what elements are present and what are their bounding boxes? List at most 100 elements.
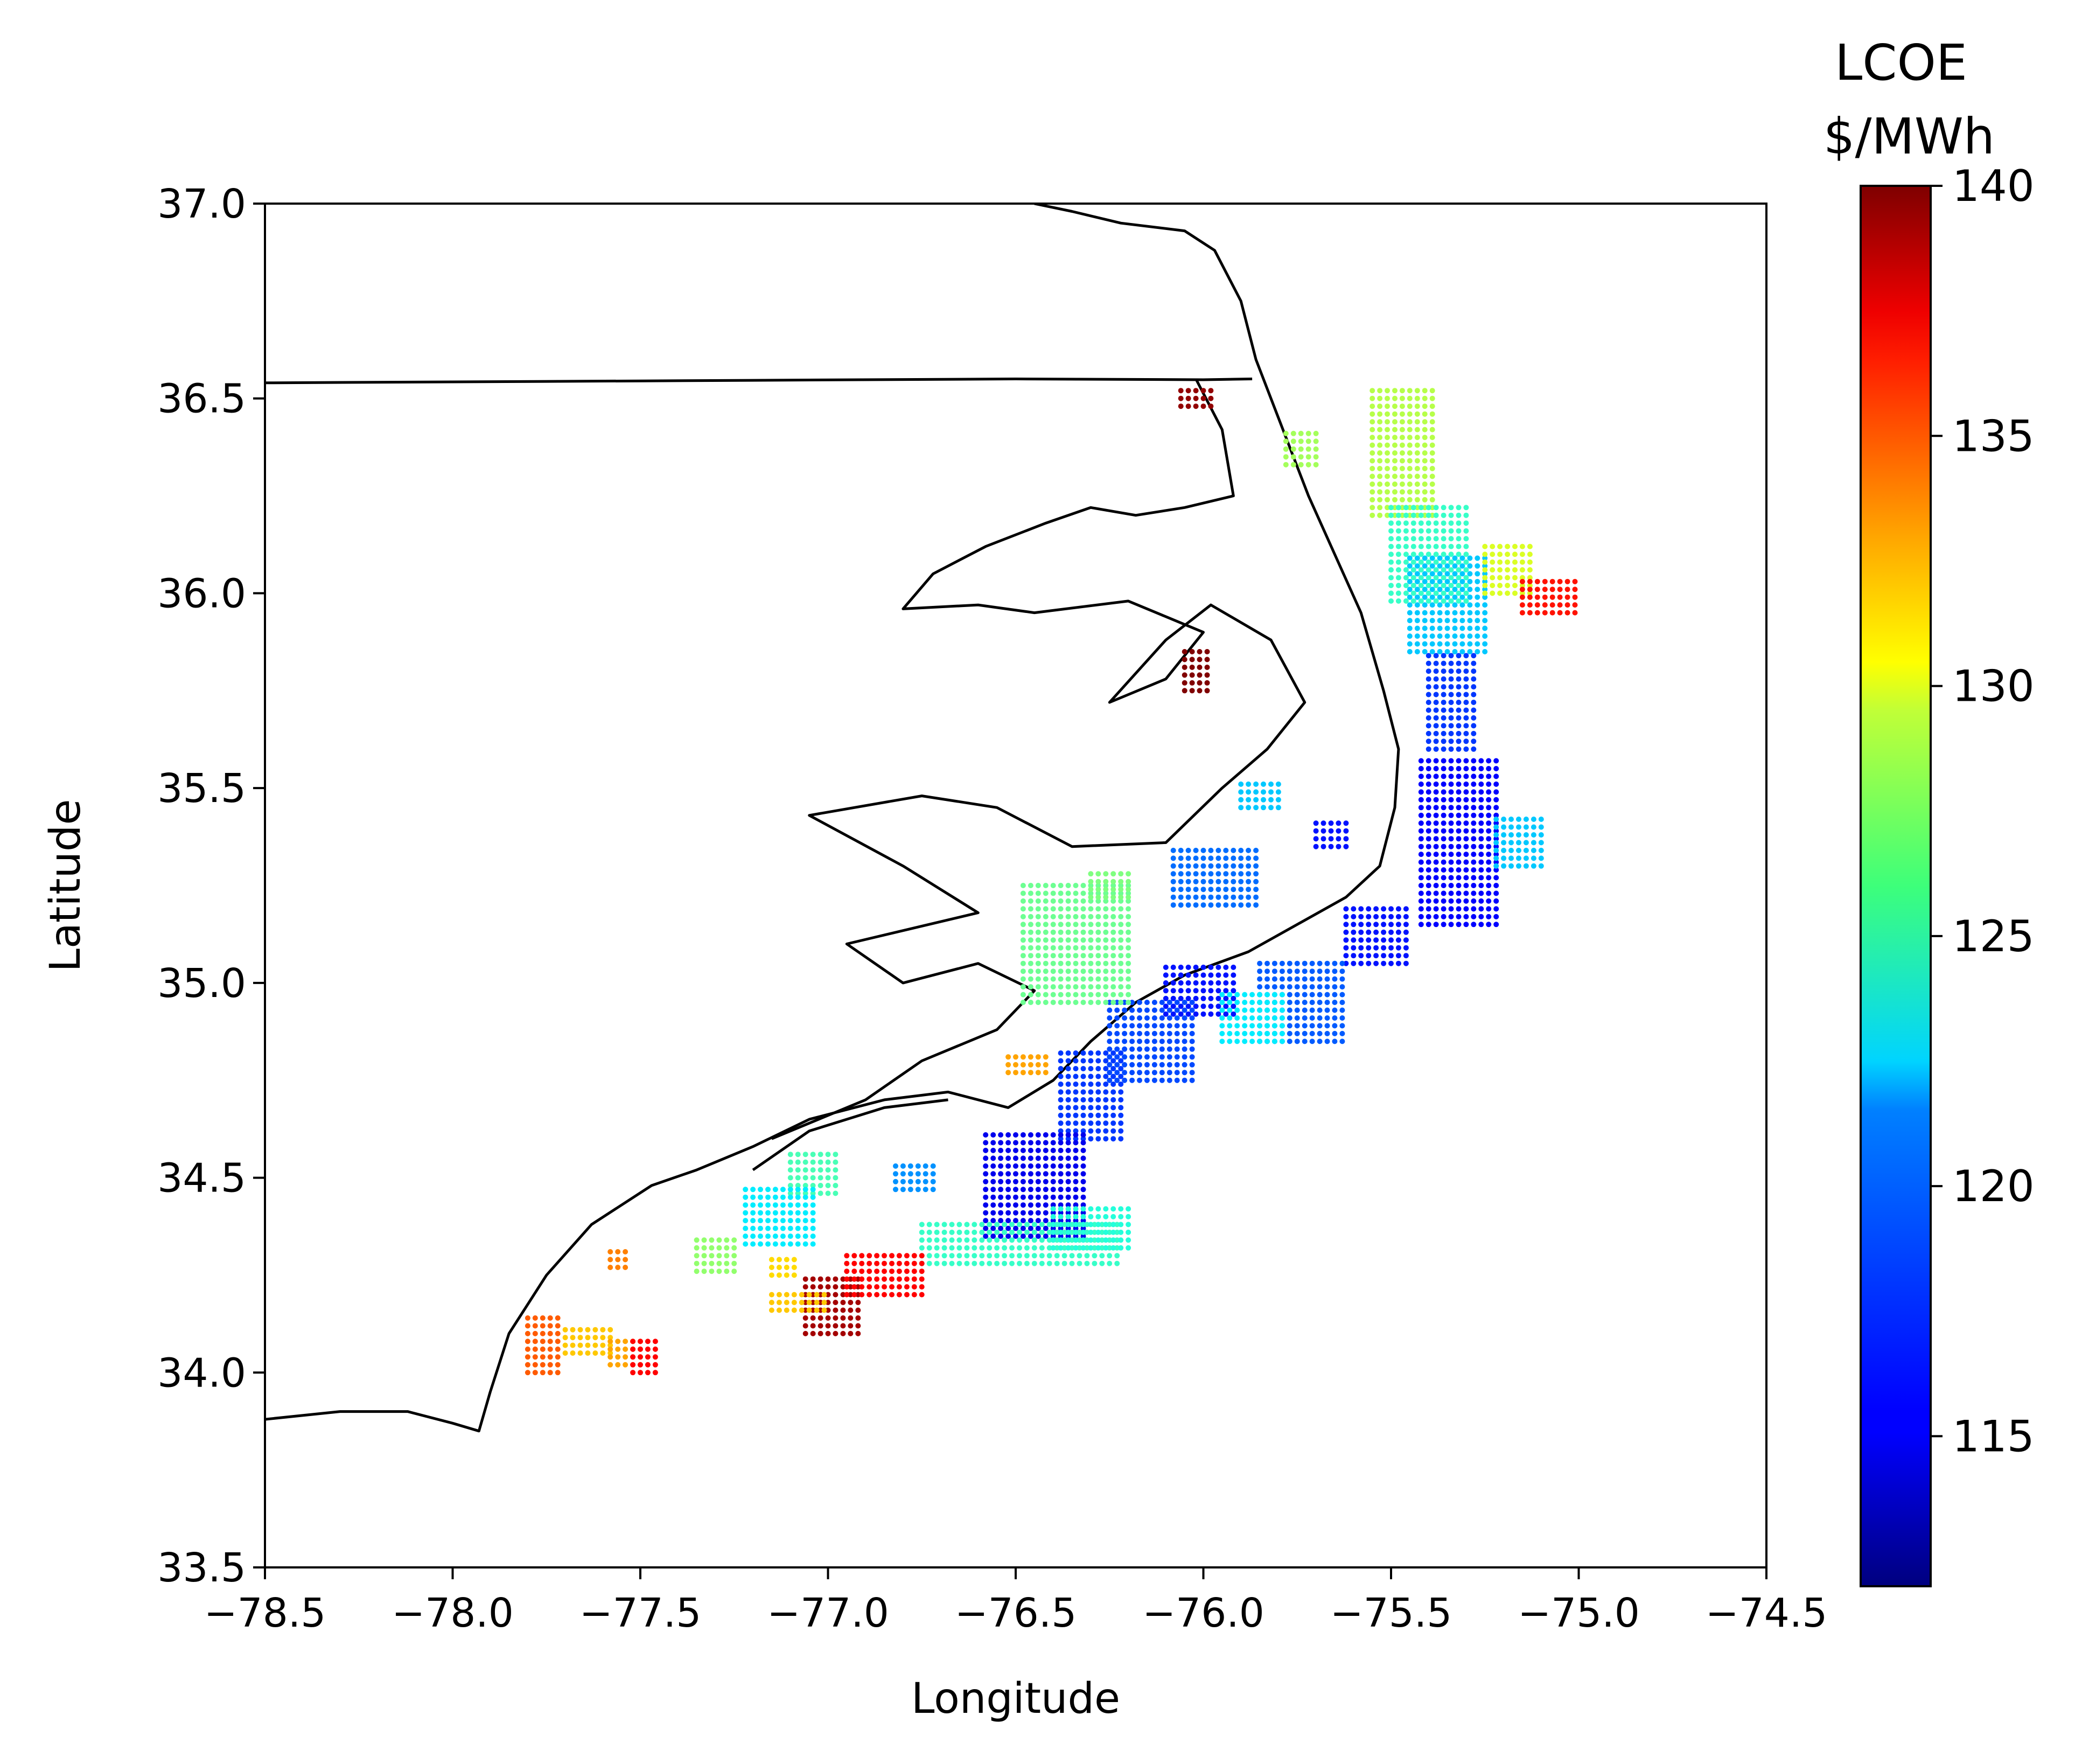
- lcoe-point: [1490, 590, 1496, 596]
- lcoe-point: [1126, 1214, 1131, 1219]
- lcoe-point: [900, 1187, 906, 1193]
- lcoe-point: [1493, 797, 1499, 803]
- lcoe-point: [1343, 828, 1349, 834]
- lcoe-point: [851, 1253, 857, 1259]
- lcoe-point: [1467, 649, 1473, 654]
- lcoe-point: [1471, 766, 1477, 771]
- lcoe-point: [1200, 902, 1206, 908]
- lcoe-point: [1017, 1245, 1022, 1251]
- lcoe-point: [784, 1257, 790, 1263]
- lcoe-point: [1073, 960, 1079, 966]
- lcoe-point: [1122, 1007, 1128, 1013]
- lcoe-point: [1238, 797, 1244, 803]
- lcoe-point: [1313, 446, 1319, 452]
- lcoe-point: [1418, 773, 1424, 779]
- lcoe-point: [1264, 1038, 1270, 1044]
- lcoe-point: [1426, 715, 1431, 721]
- lcoe-point: [1482, 571, 1488, 577]
- lcoe-point: [1122, 1070, 1128, 1076]
- lcoe-point: [1058, 1222, 1064, 1228]
- lcoe-point: [1407, 649, 1413, 654]
- lcoe-point: [1193, 972, 1199, 978]
- lcoe-point: [1189, 1054, 1195, 1060]
- lcoe-point: [859, 1276, 865, 1282]
- lcoe-point: [1065, 1229, 1071, 1235]
- lcoe-point: [1395, 914, 1401, 919]
- lcoe-point: [949, 1229, 955, 1235]
- lcoe-point: [795, 1183, 801, 1188]
- lcoe-point: [1385, 512, 1390, 518]
- lcoe-point: [1395, 536, 1401, 542]
- lcoe-point: [1050, 1206, 1056, 1212]
- lcoe-point: [802, 1183, 808, 1188]
- lcoe-point: [1065, 1218, 1071, 1224]
- lcoe-point: [1077, 1229, 1082, 1235]
- lcoe-point: [1035, 1155, 1041, 1161]
- lcoe-point: [1050, 1245, 1056, 1251]
- lcoe-point: [1493, 766, 1499, 771]
- lcoe-point: [1429, 427, 1435, 433]
- lcoe-point: [1253, 863, 1259, 869]
- lcoe-point: [810, 1225, 816, 1231]
- lcoe-point: [1073, 1206, 1079, 1212]
- lcoe-point: [787, 1241, 793, 1247]
- lcoe-point: [825, 1175, 831, 1181]
- lcoe-point: [802, 1292, 808, 1298]
- lcoe-point: [799, 1300, 805, 1306]
- lcoe-point: [1020, 929, 1026, 935]
- lcoe-point: [1238, 902, 1244, 908]
- lcoe-point: [1151, 1007, 1157, 1013]
- lcoe-point: [555, 1330, 561, 1336]
- lcoe-point: [1486, 820, 1492, 826]
- lcoe-point: [1065, 992, 1071, 998]
- lcoe-point: [1035, 937, 1041, 943]
- lcoe-point: [1073, 1179, 1079, 1184]
- lcoe-point: [983, 1132, 989, 1138]
- lcoe-point: [1185, 878, 1191, 884]
- lcoe-point: [1073, 1225, 1079, 1231]
- lcoe-point: [1505, 552, 1511, 557]
- lcoe-point: [1538, 855, 1544, 861]
- lcoe-point: [1339, 976, 1345, 982]
- lcoe-point: [1433, 812, 1439, 818]
- lcoe-point: [1437, 587, 1443, 592]
- lcoe-point: [1050, 984, 1056, 990]
- lcoe-point: [1043, 953, 1049, 959]
- lcoe-point: [1208, 988, 1214, 994]
- lcoe-point: [1077, 1260, 1082, 1266]
- lcoe-point: [780, 1241, 786, 1247]
- lcoe-point: [1058, 953, 1064, 959]
- lcoe-point: [1493, 847, 1499, 853]
- lcoe-point: [1061, 1237, 1067, 1243]
- lcoe-point: [810, 1315, 816, 1321]
- lcoe-point: [1118, 890, 1124, 896]
- lcoe-point: [1103, 960, 1109, 966]
- lcoe-point: [1144, 1007, 1150, 1013]
- lcoe-point: [1403, 505, 1409, 511]
- lcoe-point: [1493, 820, 1499, 826]
- lcoe-point: [1441, 836, 1447, 842]
- lcoe-point: [1088, 1222, 1094, 1228]
- lcoe-point: [750, 1194, 756, 1200]
- lcoe-point: [855, 1307, 861, 1313]
- lcoe-point: [795, 1152, 801, 1158]
- lcoe-point: [1095, 1073, 1101, 1079]
- lcoe-point: [1242, 1000, 1248, 1005]
- lcoe-point: [1505, 575, 1511, 581]
- lcoe-point: [1317, 960, 1323, 966]
- lcoe-point: [1200, 847, 1206, 853]
- lcoe-point: [1512, 552, 1518, 557]
- lcoe-point: [607, 1335, 613, 1341]
- lcoe-point: [1223, 887, 1229, 893]
- lcoe-point: [1410, 583, 1416, 588]
- lcoe-point: [1231, 878, 1236, 884]
- lcoe-point: [818, 1190, 823, 1196]
- lcoe-point: [1043, 914, 1049, 919]
- lcoe-point: [1456, 668, 1462, 674]
- lcoe-point: [768, 1307, 774, 1313]
- lcoe-point: [1129, 1038, 1135, 1044]
- lcoe-point: [1043, 1233, 1049, 1239]
- coastline-basemap: [265, 204, 1400, 1433]
- lcoe-point: [1452, 641, 1458, 647]
- lcoe-point: [1324, 976, 1330, 982]
